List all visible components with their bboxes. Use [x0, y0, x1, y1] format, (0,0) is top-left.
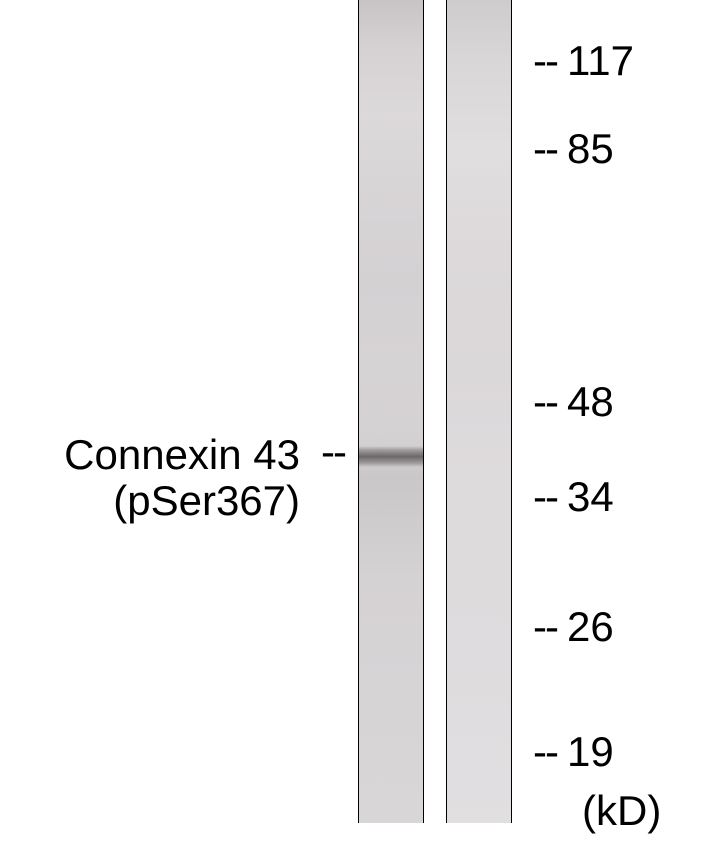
lane-1	[358, 0, 424, 823]
mw-marker-value: 34	[567, 473, 614, 521]
mw-marker-dash: --	[533, 728, 557, 776]
mw-marker-dash: --	[533, 603, 557, 651]
mw-marker-34: --34	[533, 477, 614, 517]
protein-label: Connexin 43 (pSer367)	[0, 432, 300, 524]
protein-label-dash: --	[321, 428, 345, 476]
lane-2	[446, 0, 512, 823]
mw-marker-19: --19	[533, 732, 614, 772]
mw-unit-text: (kD)	[582, 787, 661, 834]
lane-1-background	[359, 0, 423, 823]
mw-marker-value: 26	[567, 603, 614, 651]
protein-label-line1: Connexin 43	[0, 432, 300, 478]
mw-marker-value: 117	[567, 37, 634, 85]
mw-marker-48: --48	[533, 382, 614, 422]
mw-marker-26: --26	[533, 607, 614, 647]
mw-marker-dash: --	[533, 473, 557, 521]
lane-2-background	[447, 0, 511, 823]
protein-label-line2: (pSer367)	[0, 478, 300, 524]
mw-marker-dash: --	[533, 125, 557, 173]
mw-marker-value: 48	[567, 378, 614, 426]
protein-label-tick: --	[305, 432, 345, 472]
mw-unit: (kD)	[582, 787, 661, 835]
mw-marker-85: --85	[533, 129, 614, 169]
mw-marker-dash: --	[533, 37, 557, 85]
blot-figure: { "figure": { "width": 709, "height": 85…	[0, 0, 709, 856]
mw-marker-117: --117	[533, 41, 634, 81]
mw-marker-dash: --	[533, 378, 557, 426]
mw-marker-value: 19	[567, 728, 614, 776]
lane-1-band	[359, 446, 423, 467]
mw-marker-value: 85	[567, 125, 614, 173]
